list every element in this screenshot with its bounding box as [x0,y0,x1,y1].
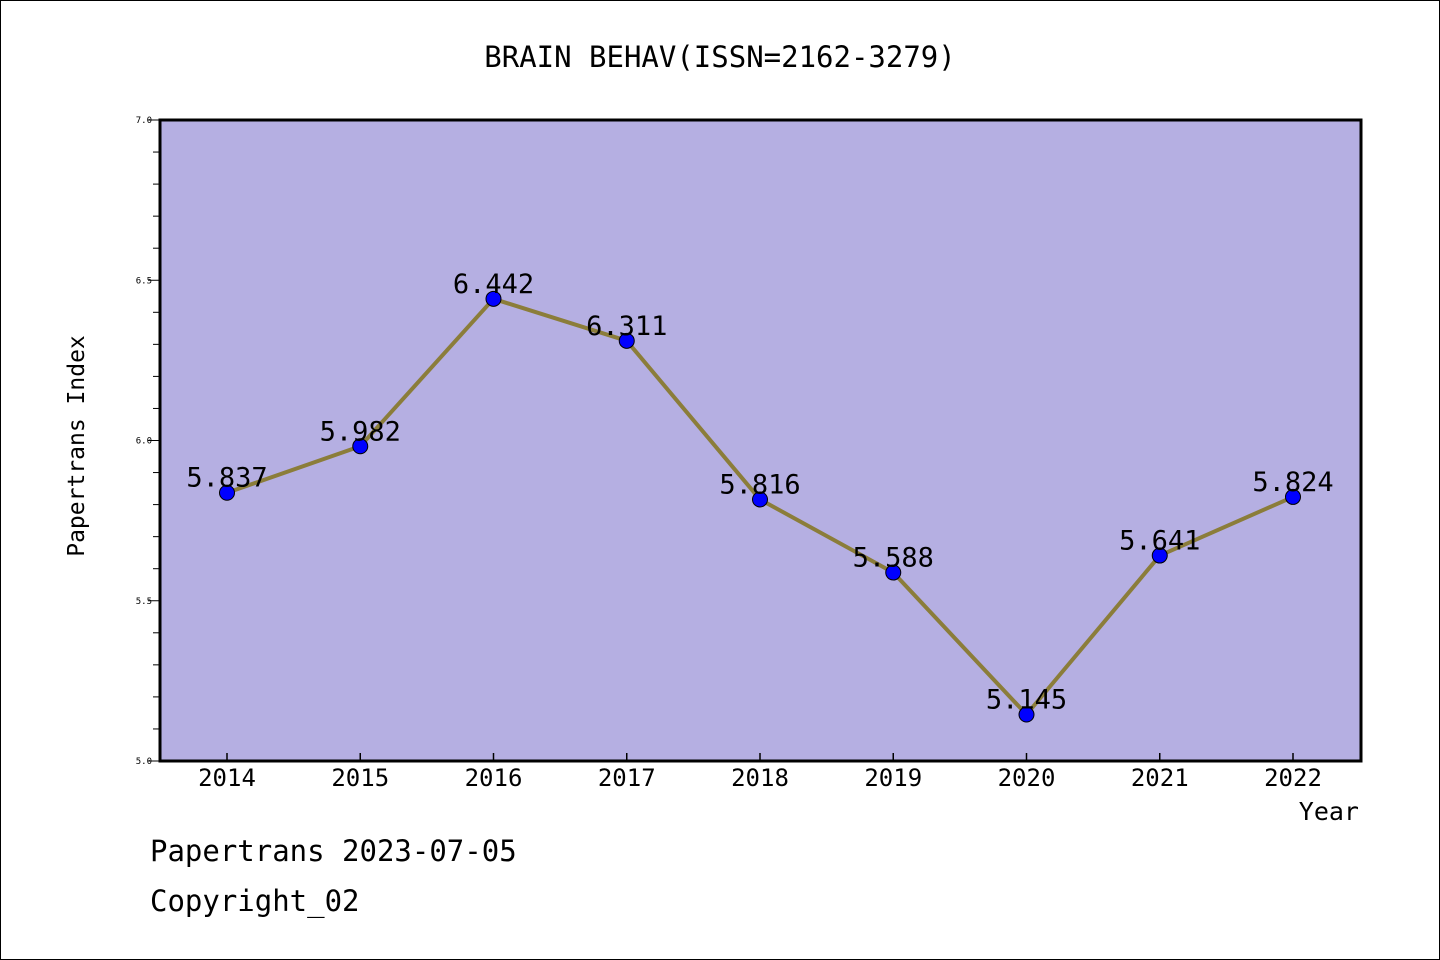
chart-title: BRAIN BEHAV(ISSN=2162-3279) [484,40,955,74]
x-tick-label: 2018 [731,764,789,792]
x-tick-label: 2015 [331,764,389,792]
x-tick-label: 2021 [1131,764,1189,792]
y-tick-label: 5.5 [136,597,152,607]
y-tick-label: 6.0 [136,437,152,447]
data-label: 6.442 [453,269,534,300]
data-point [1151,547,1168,564]
x-axis-label: Year [1299,797,1359,826]
footer-date-text: Papertrans 2023-07-05 [150,834,517,868]
data-point [1285,488,1301,505]
series-group: 5.837 5.982 6.442 6.311 5.816 5.588 5.145 5.641… [186,269,1334,723]
data-point [1018,706,1035,723]
data-point [618,332,635,349]
data-label: 5.824 [1252,467,1333,498]
y-tick-label: 5.0 [136,757,152,767]
data-point [752,491,768,508]
data-point [885,564,902,581]
data-label: 5.816 [719,469,800,500]
data-point [219,484,235,501]
data-label: 5.837 [186,463,267,494]
footer-copyright-text: Copyright_02 [150,884,360,918]
data-label: 5.145 [986,685,1067,716]
data-label: 6.311 [586,311,667,342]
data-point [352,438,369,455]
data-label: 5.588 [853,543,934,574]
x-tick-label: 2019 [864,764,922,792]
x-axis: 2014 2015 2016 2017 2018 2019 2020 2021 2022 [198,753,1322,792]
data-label: 5.641 [1119,526,1200,557]
data-label: 5.982 [320,416,401,447]
x-tick-label: 2014 [198,764,256,792]
y-tick-label: 6.5 [136,276,152,286]
x-tick-label: 2017 [598,764,656,792]
x-tick-label: 2020 [998,764,1056,792]
x-tick-label: 2022 [1264,764,1322,792]
y-axis-label: Papertrans Index [64,335,90,557]
y-tick-label: 7.0 [136,116,152,126]
y-axis: 5.0 5.5 6.0 6.5 7.0 [136,116,160,767]
data-point [485,290,502,307]
x-tick-label: 2016 [465,764,523,792]
